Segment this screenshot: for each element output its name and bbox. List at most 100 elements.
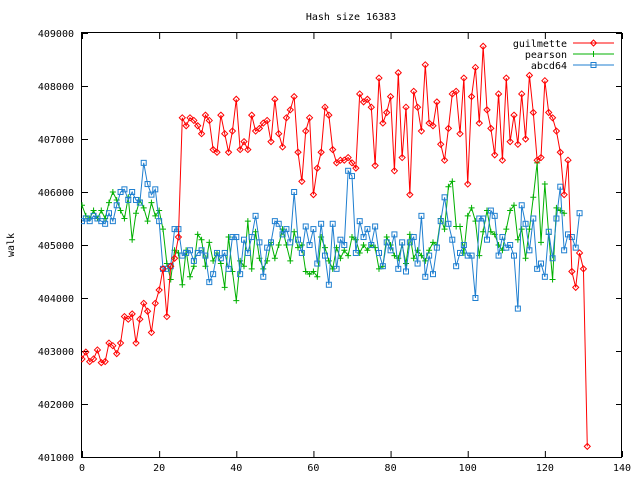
legend-item: guilmette xyxy=(513,39,614,50)
data-point xyxy=(491,151,499,159)
data-point xyxy=(522,220,529,227)
data-point xyxy=(213,148,221,156)
data-point xyxy=(206,279,213,286)
data-point xyxy=(460,242,467,248)
data-point xyxy=(526,247,533,254)
data-point xyxy=(302,223,309,230)
data-point xyxy=(471,63,480,72)
data-point xyxy=(341,247,348,254)
data-point xyxy=(202,252,209,259)
data-point xyxy=(426,247,433,254)
data-point xyxy=(325,281,332,288)
data-point xyxy=(217,255,224,262)
data-point xyxy=(144,218,151,225)
data-point xyxy=(476,215,483,222)
data-point xyxy=(241,236,247,243)
data-point xyxy=(182,122,190,130)
data-point xyxy=(237,257,244,264)
data-point xyxy=(521,135,530,143)
data-point xyxy=(287,239,294,246)
data-point xyxy=(379,263,386,270)
data-point xyxy=(240,137,248,146)
data-point xyxy=(487,124,495,133)
data-point xyxy=(510,111,518,119)
data-point xyxy=(475,119,483,127)
data-point xyxy=(553,204,560,211)
data-point xyxy=(129,189,136,195)
data-point xyxy=(171,226,178,233)
data-point xyxy=(444,124,453,133)
data-point xyxy=(383,234,390,241)
data-point xyxy=(484,207,490,214)
data-point xyxy=(452,87,460,96)
data-point xyxy=(464,180,472,188)
data-point xyxy=(440,156,449,164)
data-point xyxy=(413,103,422,111)
data-point xyxy=(124,315,132,323)
data-point xyxy=(391,231,398,238)
data-point xyxy=(433,98,441,106)
data-point xyxy=(572,244,579,251)
data-point xyxy=(140,299,148,308)
data-point xyxy=(568,234,575,241)
data-point xyxy=(314,260,321,267)
series-pearson xyxy=(81,159,568,304)
data-point xyxy=(295,236,301,243)
data-point xyxy=(456,129,464,138)
data-point xyxy=(221,249,228,256)
data-point xyxy=(417,127,426,135)
data-point xyxy=(233,234,240,241)
y-tick-label: 404000 xyxy=(38,294,74,305)
data-point xyxy=(564,156,572,164)
x-tick-label: 80 xyxy=(385,463,397,474)
data-point xyxy=(260,273,267,280)
data-point xyxy=(437,218,444,225)
data-point xyxy=(491,212,498,219)
data-point xyxy=(151,299,159,308)
data-point xyxy=(583,442,591,451)
data-point xyxy=(379,119,387,127)
data-point xyxy=(437,140,445,149)
data-point xyxy=(568,267,576,276)
data-point xyxy=(418,252,425,259)
data-point xyxy=(263,116,271,125)
y-tick-label: 405000 xyxy=(38,241,74,252)
x-tick-label: 20 xyxy=(153,463,165,474)
data-point xyxy=(363,95,372,103)
data-point xyxy=(129,236,136,243)
data-point xyxy=(360,234,367,241)
data-point xyxy=(117,207,124,214)
data-point xyxy=(507,242,514,248)
data-point xyxy=(487,207,494,214)
data-point xyxy=(106,210,112,217)
data-point xyxy=(209,145,217,154)
data-point xyxy=(205,116,213,125)
data-point xyxy=(395,265,402,272)
data-point xyxy=(201,111,210,119)
data-point xyxy=(545,228,552,235)
data-point xyxy=(214,249,220,256)
data-point xyxy=(464,252,471,259)
legend-label: guilmette xyxy=(513,39,567,50)
data-point xyxy=(553,215,560,222)
data-point xyxy=(225,234,232,241)
data-point xyxy=(313,164,321,172)
data-point xyxy=(178,114,186,122)
data-point xyxy=(390,167,399,175)
data-point xyxy=(410,255,417,262)
data-point xyxy=(410,87,418,96)
data-point xyxy=(483,106,491,114)
data-point xyxy=(187,247,193,254)
data-point xyxy=(360,242,367,248)
data-point xyxy=(294,148,302,156)
data-point xyxy=(229,234,236,241)
data-point xyxy=(399,239,406,246)
data-point xyxy=(102,220,109,227)
data-point xyxy=(464,212,471,219)
data-point xyxy=(317,148,325,156)
data-point xyxy=(93,346,102,354)
data-point xyxy=(163,312,171,321)
data-point xyxy=(310,226,317,233)
data-point xyxy=(479,42,487,50)
